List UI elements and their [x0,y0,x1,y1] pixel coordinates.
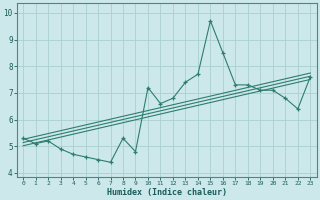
X-axis label: Humidex (Indice chaleur): Humidex (Indice chaleur) [107,188,227,197]
